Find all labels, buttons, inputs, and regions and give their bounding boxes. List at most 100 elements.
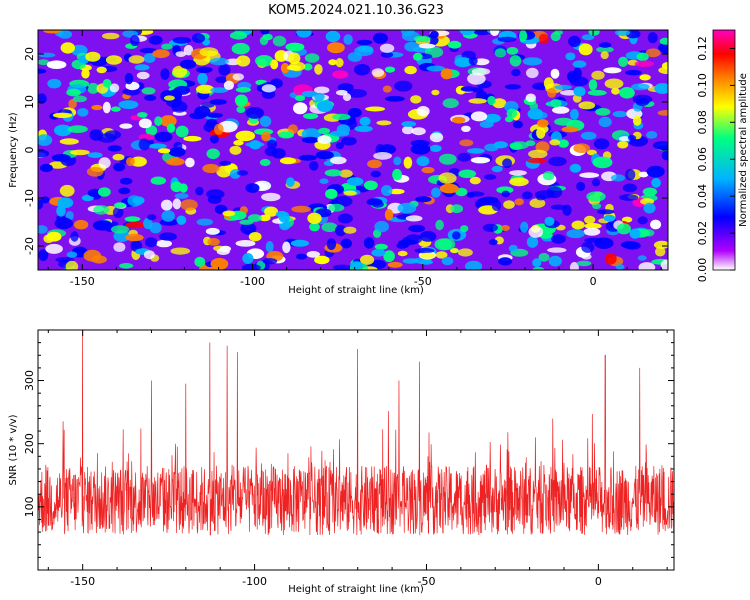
heatmap-cell bbox=[148, 35, 163, 45]
heatmap-cell bbox=[124, 72, 134, 85]
heatmap-cell bbox=[612, 110, 628, 118]
heatmap-cell bbox=[174, 193, 189, 199]
heatmap-cell bbox=[119, 123, 133, 129]
heatmap-cell bbox=[371, 249, 386, 257]
heatmap-cell bbox=[333, 264, 352, 270]
heatmap-cell bbox=[522, 57, 543, 66]
heatmap-cell bbox=[365, 106, 385, 112]
heatmap-cell bbox=[113, 162, 125, 172]
heatmap-cell bbox=[235, 87, 251, 93]
heatmap-cell bbox=[96, 66, 107, 74]
heatmap-cell bbox=[125, 221, 146, 229]
heatmap-cell bbox=[218, 64, 231, 76]
heatmap-cell bbox=[587, 89, 607, 96]
heatmap-cell bbox=[92, 220, 113, 231]
heatmap-cell bbox=[646, 131, 658, 139]
heatmap-cell bbox=[576, 260, 592, 267]
heatmap-cell bbox=[452, 116, 466, 124]
heatmap-cell bbox=[348, 107, 362, 118]
heatmap-cell bbox=[496, 186, 514, 194]
heatmap-cell bbox=[380, 51, 394, 58]
heatmap-cell bbox=[214, 204, 227, 214]
heatmap-cell bbox=[38, 149, 50, 158]
heatmap-cell bbox=[622, 183, 638, 193]
heatmap-cell bbox=[570, 108, 579, 120]
heatmap-cell bbox=[112, 206, 124, 218]
heatmap-cell bbox=[259, 214, 271, 222]
heatmap-x-ticks: -150 -100 -50 0 bbox=[47, 30, 662, 288]
heatmap-cell bbox=[643, 202, 656, 214]
heatmap-cell bbox=[301, 136, 320, 144]
heatmap-cell bbox=[509, 141, 529, 150]
heatmap-cell bbox=[337, 213, 353, 224]
y-tick-label: 300 bbox=[23, 370, 36, 391]
heatmap-cell bbox=[347, 89, 367, 98]
heatmap-cell bbox=[346, 177, 364, 186]
heatmap-cell bbox=[410, 143, 431, 155]
heatmap-cell bbox=[549, 139, 561, 146]
heatmap-cell bbox=[196, 218, 213, 226]
heatmap-cell bbox=[438, 172, 457, 184]
heatmap-cell bbox=[160, 68, 170, 80]
heatmap-cell bbox=[503, 200, 515, 209]
heatmap-cell bbox=[655, 246, 666, 257]
y-tick-label: -10 bbox=[23, 189, 36, 207]
heatmap-cell bbox=[452, 231, 461, 240]
heatmap-cell bbox=[484, 143, 499, 152]
heatmap-cell bbox=[661, 62, 668, 70]
heatmap-cell bbox=[325, 30, 341, 43]
heatmap-cell bbox=[419, 259, 433, 265]
heatmap-cell bbox=[490, 30, 500, 37]
heatmap-cell bbox=[491, 165, 503, 173]
y-tick-label: 100 bbox=[23, 496, 36, 517]
heatmap-cell bbox=[581, 241, 595, 253]
heatmap-cell bbox=[262, 258, 278, 265]
heatmap-cell bbox=[467, 72, 486, 85]
heatmap-cell bbox=[370, 170, 381, 178]
heatmap-cell bbox=[57, 197, 74, 209]
heatmap-cell bbox=[148, 143, 167, 149]
heatmap-cell bbox=[650, 219, 662, 230]
heatmap-cell bbox=[569, 163, 582, 173]
heatmap-cell bbox=[603, 214, 616, 222]
heatmap-cell bbox=[439, 183, 459, 194]
heatmap-cell bbox=[38, 134, 53, 146]
heatmap-cell bbox=[379, 43, 395, 53]
colorbar-ticks: 0.00 0.02 0.04 0.06 0.08 0.10 0.12 bbox=[696, 36, 735, 282]
heatmap-cell bbox=[550, 204, 567, 210]
heatmap-cell bbox=[255, 55, 274, 67]
heatmap-cell bbox=[46, 60, 67, 69]
heatmap-cell bbox=[634, 60, 655, 68]
heatmap-cell bbox=[70, 149, 90, 156]
heatmap-cell bbox=[179, 183, 188, 193]
heatmap-cell bbox=[416, 156, 430, 167]
heatmap-cell bbox=[265, 241, 274, 253]
heatmap-cell bbox=[223, 80, 234, 91]
y-tick-label: -20 bbox=[23, 237, 36, 255]
heatmap-cell bbox=[637, 216, 648, 225]
heatmap-cell bbox=[526, 67, 539, 79]
heatmap-cell bbox=[125, 157, 135, 167]
heatmap-cell bbox=[330, 156, 347, 165]
y-tick-label: 200 bbox=[23, 433, 36, 454]
heatmap-cell bbox=[617, 141, 629, 149]
heatmap-cell bbox=[637, 255, 647, 261]
heatmap-cell bbox=[189, 112, 207, 120]
heatmap-cell bbox=[233, 140, 244, 146]
colorbar-label: Normalized spectral amplitude bbox=[738, 73, 749, 227]
heatmap-cell bbox=[138, 138, 150, 151]
heatmap-cell bbox=[180, 199, 198, 211]
heatmap-cell bbox=[179, 59, 197, 69]
heatmap-cell bbox=[286, 64, 302, 71]
heatmap-cell bbox=[401, 121, 417, 127]
heatmap-cell bbox=[97, 133, 117, 143]
heatmap-cell bbox=[537, 119, 549, 128]
heatmap-cell bbox=[141, 87, 156, 95]
heatmap-cell bbox=[466, 192, 476, 198]
heatmap-cell bbox=[653, 240, 668, 249]
heatmap-cell bbox=[384, 66, 396, 73]
heatmap-cell bbox=[339, 169, 353, 178]
heatmap-cell bbox=[235, 240, 256, 247]
heatmap-cell bbox=[38, 249, 49, 261]
